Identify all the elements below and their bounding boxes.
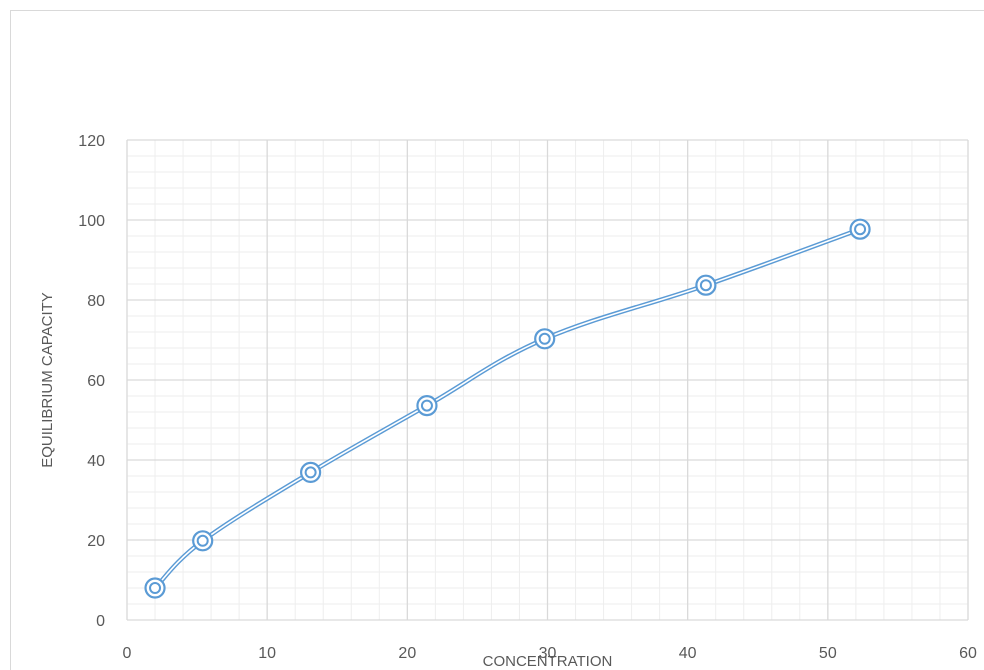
x-tick-label: 50 [819,645,837,662]
data-point-inner [854,223,867,236]
data-point-inner [149,582,162,594]
y-tick-label: 100 [78,213,105,230]
y-tick-label: 60 [87,373,105,390]
x-tick-label: 40 [679,645,697,662]
data-point-inner [538,332,551,345]
x-tick-label: 20 [398,645,416,662]
data-point-inner [420,399,433,412]
x-tick-label: 0 [123,645,132,662]
y-tick-label: 120 [78,133,105,150]
y-tick-label: 0 [96,613,105,630]
x-tick-labels: 0 10 20 30 40 50 60 [123,645,977,662]
x-tick-label: 10 [258,645,276,662]
y-tick-labels: 0 20 40 60 80 100 120 [78,133,105,630]
y-tick-label: 80 [87,293,105,310]
x-tick-label: 30 [539,645,557,662]
data-point-inner [699,279,712,292]
x-tick-label: 60 [959,645,977,662]
chart-frame [10,10,984,670]
y-tick-label: 20 [87,533,105,550]
x-axis-title: CONCENTRATION [483,653,613,670]
major-grid [126,139,969,621]
series-line [152,226,863,591]
data-point-inner [196,534,209,547]
y-tick-label: 40 [87,453,105,470]
series-layer [144,218,871,599]
y-axis-title: EQUILIBRIUM CAPACITY [39,292,56,468]
data-point-inner [304,466,317,479]
series-line-inner [154,228,861,589]
